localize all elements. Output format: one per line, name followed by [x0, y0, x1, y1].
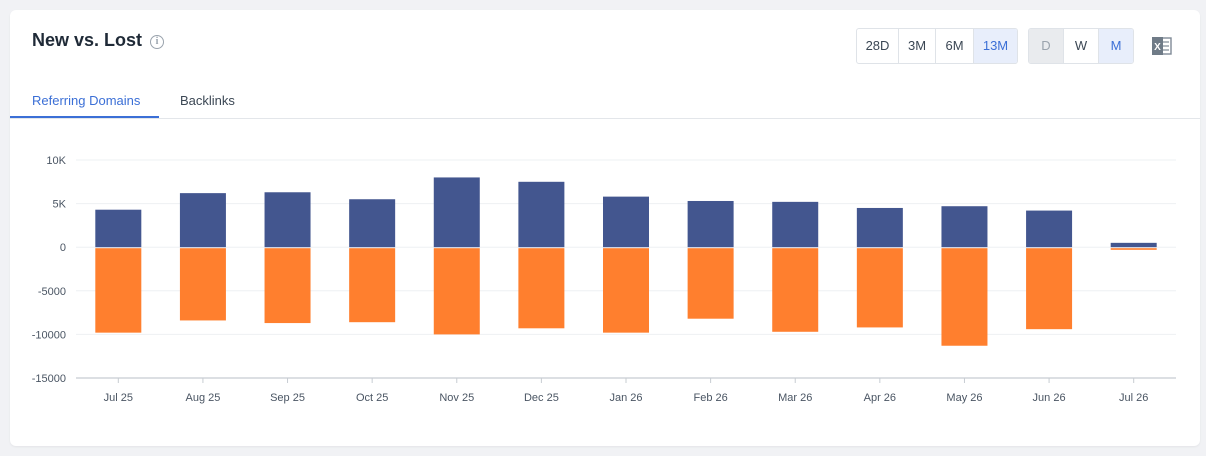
granularity-selector: D W M	[1028, 28, 1134, 64]
bar-lost[interactable]	[433, 248, 480, 335]
bar-lost[interactable]	[179, 248, 226, 321]
x-tick-label: Nov 25	[439, 392, 474, 404]
x-tick-label: Mar 26	[778, 392, 812, 404]
chart-title: New vs. Lost	[32, 30, 143, 50]
svg-text:X: X	[1154, 42, 1161, 53]
tabs-bar: Referring Domains Backlinks	[10, 90, 1200, 119]
bar-new[interactable]	[1026, 210, 1073, 248]
bar-lost[interactable]	[772, 248, 819, 332]
x-tick-label: Sep 25	[270, 392, 305, 404]
bar-new[interactable]	[687, 200, 734, 248]
bar-lost[interactable]	[856, 248, 903, 328]
bar-lost[interactable]	[1026, 248, 1073, 330]
x-tick-label: Jul 26	[1119, 392, 1148, 404]
y-tick-label: 5K	[53, 199, 67, 211]
bar-lost[interactable]	[603, 248, 649, 333]
granularity-button-week[interactable]: W	[1064, 29, 1099, 63]
excel-icon[interactable]: X	[1150, 34, 1174, 58]
range-selector: 28D 3M 6M 13M	[856, 28, 1018, 64]
bar-lost[interactable]	[264, 248, 311, 324]
range-button-13m[interactable]: 13M	[974, 29, 1017, 63]
x-tick-label: Jul 25	[104, 392, 133, 404]
y-tick-label: 0	[60, 242, 66, 254]
bar-lost[interactable]	[95, 248, 142, 333]
bar-lost[interactable]	[941, 248, 988, 346]
bar-new[interactable]	[264, 192, 311, 248]
bar-new[interactable]	[603, 196, 649, 248]
x-tick-label: Dec 25	[524, 392, 559, 404]
bar-new[interactable]	[349, 199, 396, 248]
y-tick-label: -10000	[32, 329, 66, 341]
x-tick-label: Feb 26	[693, 392, 727, 404]
bar-new[interactable]	[433, 177, 480, 248]
bar-new[interactable]	[179, 193, 226, 248]
x-tick-label: May 26	[946, 392, 982, 404]
y-tick-label: -5000	[38, 286, 66, 298]
range-button-28d[interactable]: 28D	[857, 29, 899, 63]
granularity-button-day[interactable]: D	[1029, 29, 1064, 63]
active-tab-indicator	[10, 116, 159, 118]
range-button-3m[interactable]: 3M	[899, 29, 936, 63]
tab-referring-domains[interactable]: Referring Domains	[32, 93, 141, 108]
granularity-button-month[interactable]: M	[1099, 29, 1133, 63]
bar-lost[interactable]	[1110, 248, 1157, 250]
bar-new[interactable]	[772, 201, 819, 248]
bar-new[interactable]	[941, 206, 988, 248]
y-tick-label: -15000	[32, 373, 66, 385]
bar-chart: 10K 5K 0 -5000 -10000 -15000 Jul 25 Aug 25 Sep 2…	[32, 155, 1176, 404]
bar-lost[interactable]	[518, 248, 565, 329]
bar-new[interactable]	[1110, 242, 1157, 248]
bar-lost[interactable]	[349, 248, 396, 323]
x-tick-label: Oct 25	[356, 392, 388, 404]
info-icon[interactable]: i	[150, 35, 164, 49]
y-tick-label: 10K	[46, 155, 66, 167]
tab-backlinks[interactable]: Backlinks	[180, 93, 235, 108]
new-vs-lost-card: New vs. Lost i 28D 3M 6M 13M D W M X Ref…	[10, 10, 1200, 446]
range-button-6m[interactable]: 6M	[936, 29, 974, 63]
x-tick-label: Apr 26	[864, 392, 896, 404]
bar-new[interactable]	[95, 209, 142, 248]
x-tick-label: Jan 26	[609, 392, 642, 404]
bar-lost[interactable]	[687, 248, 734, 319]
bar-new[interactable]	[518, 181, 565, 248]
x-tick-label: Jun 26	[1033, 392, 1066, 404]
x-tick-label: Aug 25	[185, 392, 220, 404]
bar-new[interactable]	[856, 207, 903, 248]
